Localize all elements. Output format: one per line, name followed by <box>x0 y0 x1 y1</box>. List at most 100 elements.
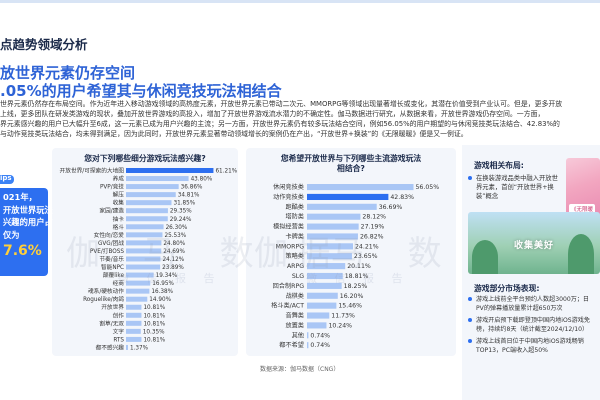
callout-box: 021年， 开放世界玩法 兴趣的用户占 仅为 7.6% <box>0 188 53 276</box>
category-label: Roguelike/肉鸽 <box>83 295 124 303</box>
market-item-text: 游戏上线前全平台预约人数超3000万；日 <box>476 296 590 303</box>
combination-chart-title: 您希望开放世界与下列哪些主流游戏玩法相结合? <box>280 154 422 174</box>
value-label: 29.35% <box>170 209 192 215</box>
category-label: GVG/团战 <box>98 239 124 247</box>
category-label: 智能NPC <box>101 263 124 271</box>
market-item-text: TOP13，PC端收入超50% <box>476 347 548 354</box>
value-label: 10.35% <box>143 329 165 335</box>
category-label: 卡牌类 <box>285 232 304 240</box>
paragraph-line-3: 界元素感兴趣的用户已大幅升至6成，这一元素已成为用户兴趣的主流；另一方面，开放世… <box>0 120 560 128</box>
bar <box>307 253 352 260</box>
bar <box>126 224 164 230</box>
value-label: 25.53% <box>164 233 186 239</box>
bar <box>126 296 148 302</box>
bar <box>126 200 172 206</box>
game-character-image: 《无限暖 <box>566 158 600 220</box>
category-label: 开放世界 <box>101 303 124 311</box>
market-item: 游戏上线前全平台预约人数超3000万；日 <box>468 295 600 304</box>
value-label: 16.38% <box>151 289 173 295</box>
bar <box>307 243 353 250</box>
value-label: 10.81% <box>143 305 165 311</box>
bar <box>307 312 330 319</box>
category-label: 格斗类/ACT <box>271 302 304 310</box>
category-label: 音舞类 <box>285 312 304 320</box>
value-label: 24.12% <box>162 257 184 263</box>
bar <box>307 272 343 280</box>
paragraph-line-4: 与动作竞技类玩法结合，均未得到满足，因为此同时，开放世界元素显著带动领域增长的案… <box>0 130 468 138</box>
value-label: 19.34% <box>156 273 178 279</box>
callout-line-2: 开放世界玩法 <box>3 204 53 215</box>
value-label: 0.74% <box>310 332 330 339</box>
category-label: MMORPG <box>276 243 305 250</box>
callout-line-1: 021年， <box>3 192 37 202</box>
tree-icon <box>472 240 498 274</box>
category-label: 都不感兴趣 <box>96 343 125 351</box>
watermark-sub: 微 信 报 告 <box>118 272 222 285</box>
value-label: 14.90% <box>149 297 171 303</box>
value-label: 29.24% <box>170 217 192 223</box>
value-label: 36.69% <box>379 204 403 211</box>
bar <box>307 302 337 309</box>
market-item-text: 游戏开启预下载即登顶中国内地iOS游戏免 <box>476 317 590 324</box>
tree-icon <box>568 234 594 274</box>
bar <box>126 192 176 198</box>
value-label: 15.46% <box>338 303 362 310</box>
game-logo: 《无限暖 <box>569 204 596 214</box>
market-item-text: PV的弹幕播放量累计超650万次 <box>476 305 563 312</box>
value-label: 24.21% <box>355 243 379 250</box>
tips-label: ips <box>0 174 12 182</box>
category-label: 文字 <box>113 327 125 335</box>
bar <box>126 248 162 254</box>
value-label: 16.20% <box>340 293 364 300</box>
value-label: 18.25% <box>344 283 368 290</box>
category-label: PVP/竞技 <box>100 183 124 191</box>
interest-chart-panel: 您对下列哪些细分游戏玩法感兴趣? 开放世界/可探索的大地图 61.21% 养成 43.… <box>52 148 238 356</box>
bar <box>126 232 163 238</box>
header-bar <box>0 0 600 3</box>
bullet-dot-icon <box>468 339 472 343</box>
side-title: 游戏相关布局: <box>474 161 524 170</box>
value-label: 18.81% <box>345 273 369 280</box>
value-label: 43.80% <box>191 177 213 183</box>
market-item: 游戏上线首日位于中国内地iOS游戏畅销 <box>468 337 600 346</box>
callout-value: 7.6% <box>3 243 42 259</box>
callout-line-4: 仅为 <box>3 229 20 240</box>
category-label: 跑酷类 <box>285 203 304 211</box>
bar <box>307 193 389 201</box>
scene-caption: 收集美好 <box>514 241 555 251</box>
bar <box>126 272 154 278</box>
bar <box>126 320 142 326</box>
bar <box>126 208 168 214</box>
category-label: 抽卡 <box>113 215 125 223</box>
bar <box>307 223 359 230</box>
bar <box>126 256 161 262</box>
paragraph-line-2: 上线，更多团队在研发类游戏的现状，叠加开放世界游戏的高投入，增加了开放世界游戏流… <box>0 110 545 118</box>
bar <box>126 344 128 350</box>
bullet-dot-icon <box>468 318 472 322</box>
value-label: 10.81% <box>143 321 165 327</box>
value-label: 61.21% <box>215 168 237 174</box>
value-label: 20.11% <box>347 263 371 270</box>
bar <box>307 292 338 299</box>
bar <box>126 176 189 182</box>
category-label: 颠覆like <box>103 271 125 279</box>
category-label: 放置类 <box>285 321 304 329</box>
bar <box>307 203 377 210</box>
category-label: 模拟经营类 <box>273 223 304 231</box>
bar <box>307 322 327 329</box>
interest-chart: 开放世界/可探索的大地图 61.21% 养成 43.80% PVP/竞技 36.86% 解压… <box>60 166 238 351</box>
value-label: 36.86% <box>181 185 203 191</box>
category-label: 其他 <box>292 331 304 339</box>
value-label: 16.95% <box>152 281 174 287</box>
category-label: 解压 <box>113 191 125 199</box>
category-label: 魂系/硬核动作 <box>88 287 124 295</box>
value-label: 23.89% <box>162 265 184 271</box>
category-label: 开放世界/可探索的大地图 <box>60 166 125 174</box>
market-item: 榜，持续约8天（统计截至2024/12/10） <box>468 325 600 334</box>
value-label: 10.81% <box>143 337 165 343</box>
side-bullet-text: 在换装游戏品类中融入开放世界元素，首创“开放世界+换装”概念 <box>476 175 558 201</box>
value-label: 11.73% <box>331 313 355 320</box>
category-label: 经商 <box>113 279 125 287</box>
category-label: 节奏/音乐 <box>99 255 124 263</box>
callout-line-3: 兴趣的用户占 <box>3 217 53 227</box>
